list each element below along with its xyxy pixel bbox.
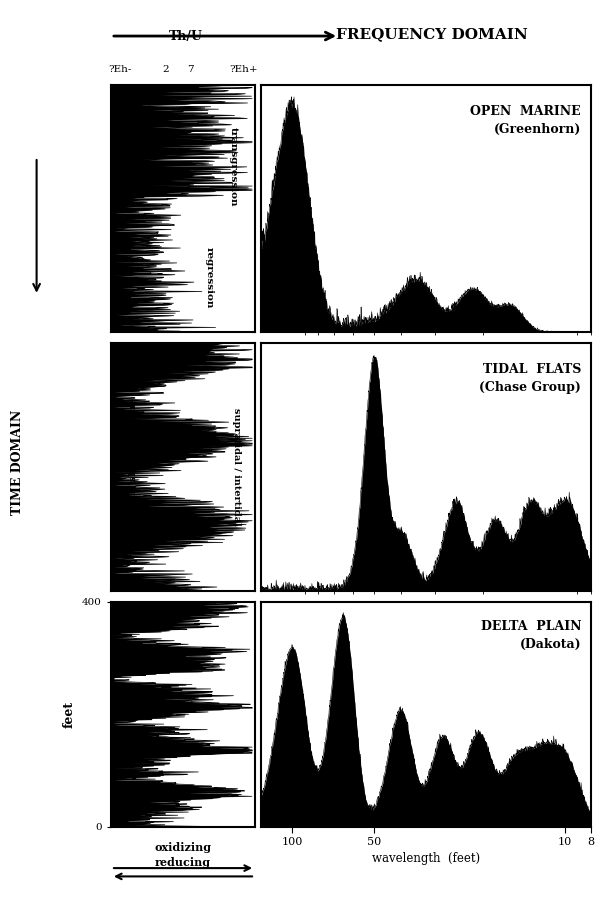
- Text: TIME DOMAIN: TIME DOMAIN: [11, 409, 25, 515]
- Text: Th/U: Th/U: [169, 30, 203, 43]
- Text: supratidal / intertidal: supratidal / intertidal: [232, 408, 241, 526]
- Text: reducing: reducing: [155, 857, 211, 868]
- Text: feet: feet: [62, 700, 76, 728]
- Text: transgression: transgression: [229, 127, 238, 206]
- Text: 2: 2: [163, 65, 169, 74]
- X-axis label: wavelength  (feet): wavelength (feet): [372, 852, 480, 865]
- Text: OPEN  MARINE
(Greenhorn): OPEN MARINE (Greenhorn): [470, 104, 581, 136]
- Text: ?Eh+: ?Eh+: [229, 65, 258, 74]
- Text: 7: 7: [187, 65, 194, 74]
- Text: subtidal / shallow marine: subtidal / shallow marine: [128, 398, 137, 536]
- Text: ?Eh-: ?Eh-: [108, 65, 131, 74]
- Text: DELTA  PLAIN
(Dakota): DELTA PLAIN (Dakota): [481, 620, 581, 650]
- Text: oxidizing: oxidizing: [154, 842, 212, 853]
- Text: FREQUENCY DOMAIN: FREQUENCY DOMAIN: [336, 27, 528, 42]
- Text: regression: regression: [205, 248, 214, 309]
- Text: TIDAL  FLATS
(Chase Group): TIDAL FLATS (Chase Group): [479, 363, 581, 395]
